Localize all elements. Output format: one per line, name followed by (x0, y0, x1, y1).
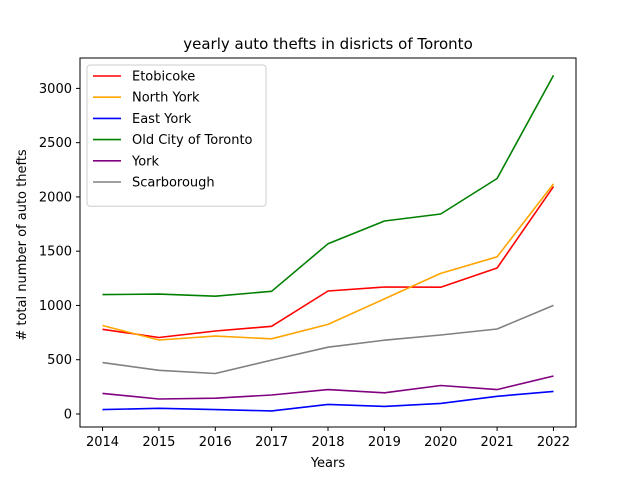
y-tick-label: 1000 (39, 299, 72, 314)
y-tick-label: 0 (64, 407, 72, 422)
series-lines (102, 75, 555, 412)
y-axis-title: # total number of auto thefts (15, 149, 30, 341)
series-line-old-city-of-toronto (102, 75, 555, 298)
legend-label-east-york: East York (132, 112, 192, 127)
legend-label-north-york: North York (132, 91, 200, 106)
series-line-etobicoke (102, 186, 555, 339)
x-axis-title: Years (310, 456, 346, 471)
legend: Etobicoke North York East York Old City of … (86, 64, 267, 207)
axis-ticks: 2014 2015 2016 2017 2018 2019 2020 2021 2022 0 500… (39, 82, 570, 450)
y-tick-label: 2500 (39, 136, 72, 151)
y-tick-label: 2000 (39, 190, 72, 205)
chart-title: yearly auto thefts in disricts of Toront… (183, 35, 473, 53)
plot-frame (79, 57, 577, 428)
x-tick-label: 2015 (142, 435, 175, 450)
legend-label-scarborough: Scarborough (132, 176, 215, 191)
series-line-scarborough (102, 304, 554, 375)
series-line-east-york (102, 390, 554, 412)
x-tick-label: 2018 (311, 435, 344, 450)
x-tick-label: 2022 (537, 435, 570, 450)
y-tick-label: 1500 (39, 245, 72, 260)
x-tick-label: 2020 (424, 435, 457, 450)
legend-label-york: York (131, 154, 160, 169)
x-tick-label: 2021 (481, 435, 514, 450)
series-line-york (102, 375, 554, 400)
x-tick-label: 2017 (255, 435, 288, 450)
x-tick-label: 2016 (199, 435, 232, 450)
legend-label-old-city-of-toronto: Old City of Toronto (132, 133, 253, 148)
y-tick-label: 3000 (39, 82, 72, 97)
series-line-north-york (102, 183, 555, 341)
legend-box (86, 64, 267, 207)
y-tick-label: 500 (47, 353, 72, 368)
x-tick-label: 2014 (86, 435, 119, 450)
x-tick-label: 2019 (368, 435, 401, 450)
legend-label-etobicoke: Etobicoke (132, 70, 195, 85)
